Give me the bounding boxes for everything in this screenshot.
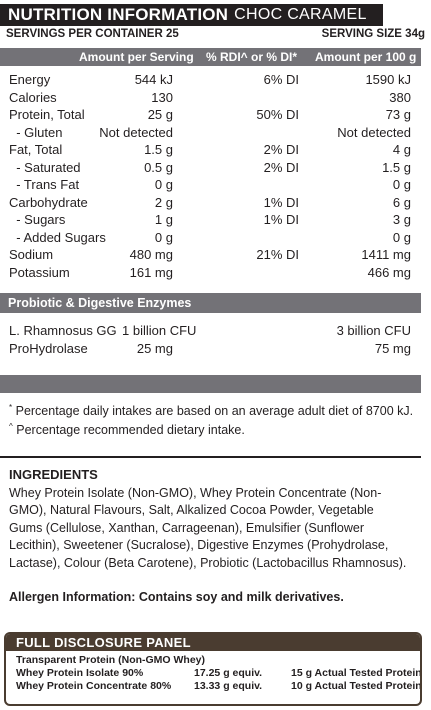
- column-rdi: % RDI^ or % DI*: [206, 50, 298, 64]
- column-per-100g: Amount per 100 g: [315, 50, 417, 64]
- nutrient-row: - Gluten Not detected Not detected: [9, 124, 411, 140]
- rdi-footnote: ^ Percentage recommended dietary intake.: [9, 422, 245, 438]
- disclosure-title: FULL DISCLOSURE PANEL: [6, 634, 420, 651]
- panel-title: NUTRITION INFORMATION: [8, 5, 229, 24]
- di-footnote: * Percentage daily intakes are based on …: [9, 403, 414, 419]
- servings-per-container: SERVINGS PER CONTAINER 25: [6, 28, 179, 40]
- full-disclosure-panel: FULL DISCLOSURE PANEL Transparent Protei…: [4, 632, 422, 706]
- flavour-name: CHOC CARAMEL: [234, 6, 367, 23]
- serving-size: SERVING SIZE 34g: [321, 28, 425, 40]
- ingredients-text: Whey Protein Isolate (Non-GMO), Whey Pro…: [9, 486, 407, 570]
- ingredients-title: INGREDIENTS: [9, 467, 98, 482]
- disclosure-row: Whey Protein Concentrate 80% 13.33 g equ…: [16, 680, 422, 692]
- disclosure-subtitle: Transparent Protein (Non-GMO Whey): [16, 654, 206, 666]
- nutrient-row: Energy 544 kJ 6% DI 1590 kJ: [9, 72, 411, 87]
- nutrient-row: Potassium 161 mg 466 mg: [9, 264, 411, 280]
- nutrient-row: Sodium 480 mg 21% DI 1411 mg: [9, 247, 411, 262]
- probiotic-section-header: Probiotic & Digestive Enzymes: [0, 293, 421, 313]
- column-header: Amount per Serving % RDI^ or % DI* Amoun…: [0, 48, 421, 66]
- nutrient-table: Energy 544 kJ 6% DI 1590 kJ Calories 130 380 …: [9, 71, 411, 281]
- nutrient-row: - Saturated 0.5 g 2% DI 1.5 g: [9, 159, 411, 175]
- nutrient-row: Calories 130 380: [9, 89, 411, 105]
- column-per-serving: Amount per Serving: [79, 50, 194, 64]
- panel-title-bar: NUTRITION INFORMATION CHOC CARAMEL: [0, 4, 383, 26]
- allergen-information: Allergen Information: Contains soy and m…: [9, 590, 344, 604]
- servings-line: SERVINGS PER CONTAINER 25 SERVING SIZE 3…: [6, 28, 425, 42]
- nutrient-row: Carbohydrate 2 g 1% DI 6 g: [9, 194, 411, 210]
- probiotic-row: L. Rhamnosus GG 1 billion CFU 3 billion …: [9, 323, 411, 338]
- section-divider: [0, 456, 421, 458]
- probiotic-row: ProHydrolase 25 mg 75 mg: [9, 340, 411, 356]
- disclosure-row: Whey Protein Isolate 90% 17.25 g equiv. …: [16, 667, 422, 679]
- probiotic-table: L. Rhamnosus GG 1 billion CFU 3 billion …: [9, 322, 411, 357]
- nutrient-row: Protein, Total 25 g 50% DI 73 g: [9, 107, 411, 122]
- blank-section-bar: [0, 375, 421, 393]
- nutrient-row: Fat, Total 1.5 g 2% DI 4 g: [9, 142, 411, 157]
- nutrient-row: - Sugars 1 g 1% DI 3 g: [9, 212, 411, 227]
- disclosure-body: Transparent Protein (Non-GMO Whey) Whey …: [6, 651, 420, 693]
